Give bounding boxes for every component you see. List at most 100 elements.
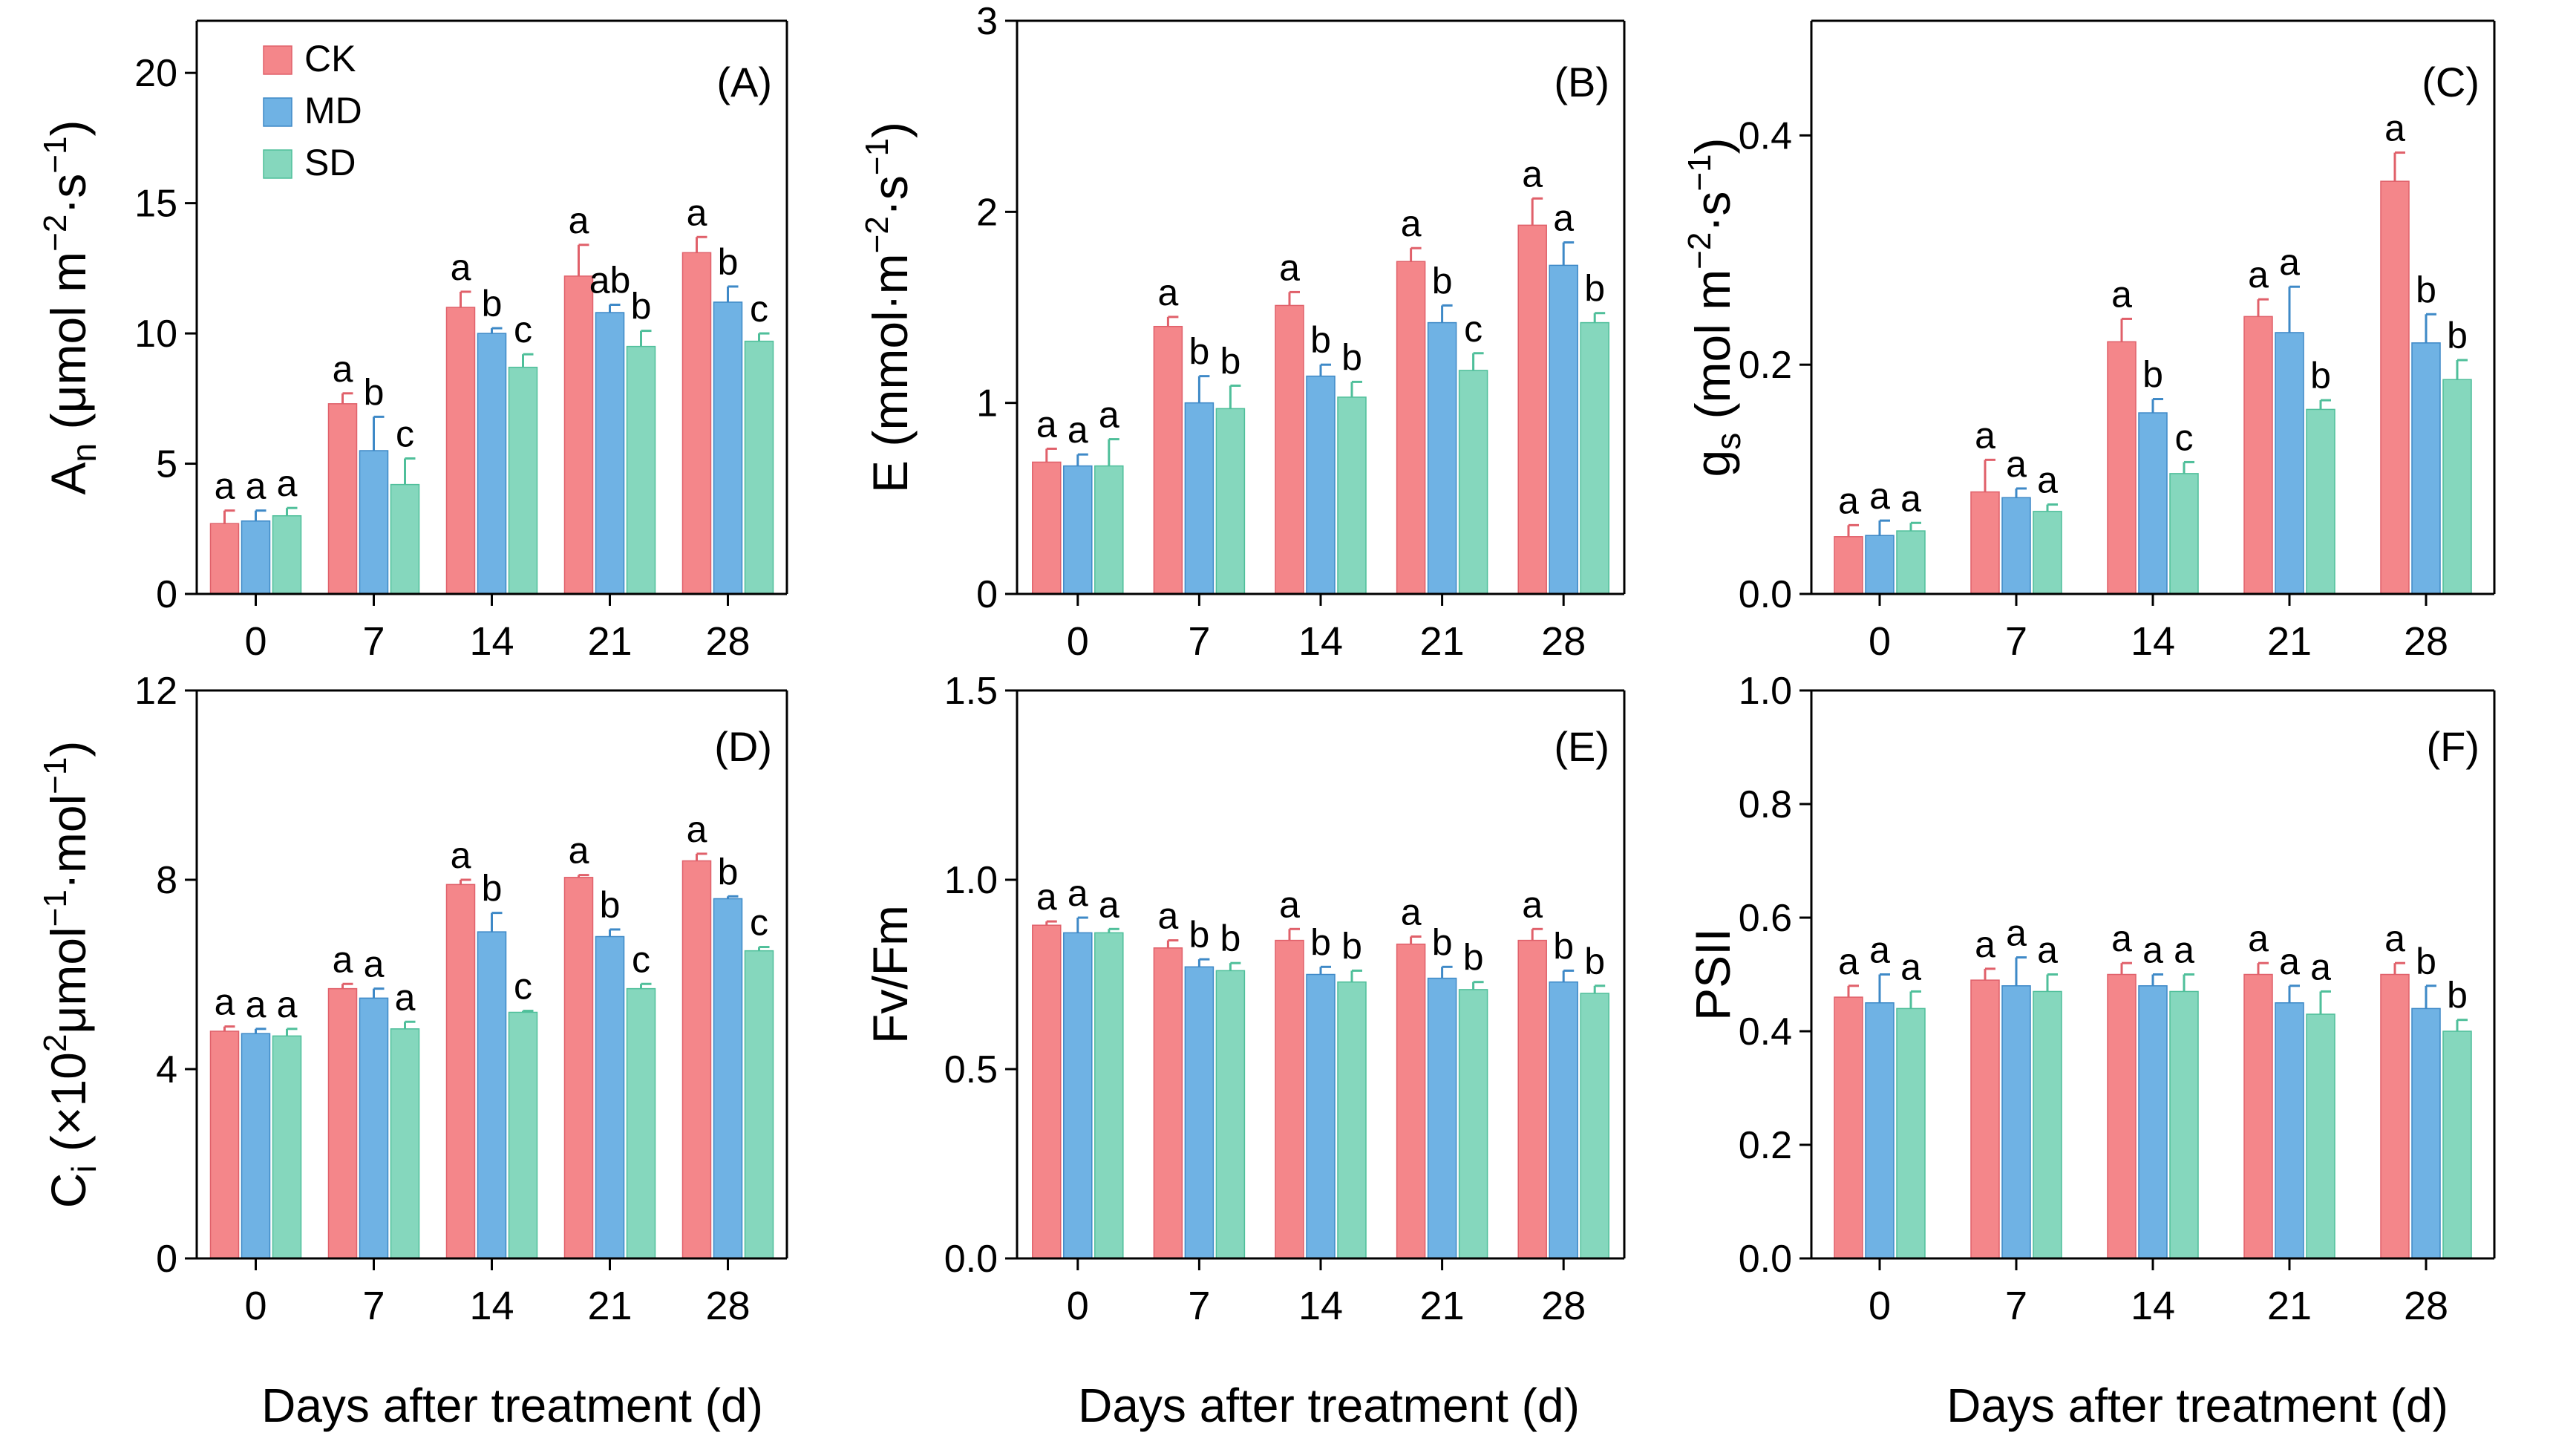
significance-letter: b (1553, 925, 1574, 967)
significance-letter: a (451, 834, 471, 876)
bar-CK-14 (445, 883, 476, 1259)
bar-MD-0 (1865, 535, 1895, 595)
bar-SD-21 (2306, 408, 2335, 595)
x-tick-label: 0 (1869, 1284, 1891, 1328)
significance-letter: a (2006, 912, 2027, 954)
bar-CK-0 (209, 1030, 240, 1259)
significance-letter: b (1189, 914, 1209, 956)
bar-CK-14 (2107, 341, 2137, 595)
significance-letter: b (718, 851, 739, 892)
significance-letter: b (631, 286, 652, 327)
significance-letter: a (451, 246, 471, 288)
bar-MD-21 (595, 935, 625, 1259)
significance-letter: b (1189, 331, 1209, 373)
significance-letter: b (2447, 315, 2468, 356)
legend-swatch-CK (263, 45, 292, 75)
significance-letter: a (1036, 876, 1057, 918)
bar-SD-21 (1458, 370, 1488, 595)
bar-SD-0 (1094, 932, 1124, 1259)
y-axis-title-part: C (41, 1173, 96, 1209)
x-tick-label: 0 (1067, 619, 1089, 664)
y-axis-title: Ci (×102μmol−1·mol−1) (37, 741, 103, 1209)
significance-letter: a (1099, 394, 1119, 436)
significance-letter: a (2279, 241, 2300, 283)
y-tick-label: 1 (976, 382, 998, 425)
y-axis-title-part: −1 (37, 137, 73, 174)
significance-letter: a (246, 984, 267, 1025)
significance-letter: a (215, 466, 235, 507)
y-axis-title-part: A (41, 462, 96, 494)
bar-SD-21 (626, 987, 656, 1259)
significance-letter: a (1869, 930, 1890, 971)
bar-SD-14 (508, 366, 538, 595)
bar-CK-28 (2380, 973, 2410, 1259)
x-tick-label: 7 (362, 1284, 385, 1328)
bar-CK-0 (1834, 536, 1863, 595)
significance-letter: a (1157, 272, 1178, 313)
significance-letter: b (2447, 975, 2468, 1016)
significance-letter: a (2111, 918, 2132, 959)
x-tick-label: 0 (1869, 619, 1891, 664)
bar-SD-0 (1896, 1007, 1926, 1259)
significance-letter: a (687, 192, 707, 233)
bar-MD-14 (2138, 985, 2168, 1259)
bar-SD-0 (272, 515, 302, 595)
bar-SD-28 (2442, 1030, 2472, 1259)
significance-letter: a (2142, 930, 2163, 971)
significance-letter: a (2037, 460, 2058, 501)
bar-MD-7 (2001, 985, 2031, 1259)
bar-SD-7 (2033, 511, 2062, 595)
significance-letter: a (1975, 924, 1995, 965)
significance-letter: a (2248, 918, 2269, 959)
bar-SD-14 (1337, 396, 1367, 595)
chart-panel-6: a a a a aa a a a ba a a ab0.00.20.40.60.81.00 7 14 21 2… (1685, 670, 2496, 1328)
x-tick-label: 7 (1188, 1284, 1210, 1328)
y-tick-label: 0 (156, 1238, 177, 1281)
bar-CK-21 (2243, 973, 2273, 1259)
y-axis-title-part: ·s (863, 175, 918, 216)
bar-MD-28 (2411, 1007, 2441, 1259)
legend-swatch-SD (263, 149, 292, 179)
x-tick-label: 14 (469, 619, 514, 664)
y-axis-title: E (mmol·m−2·s−1) (859, 122, 918, 493)
bar-SD-0 (1094, 465, 1124, 595)
significance-letter: a (1838, 941, 1859, 982)
panel-label: (F) (2426, 723, 2479, 770)
y-axis-title-part: g (1685, 450, 1740, 477)
y-axis-title-part: ) (1685, 137, 1740, 154)
x-tick-label: 0 (244, 1284, 267, 1328)
significance-letter: b (718, 241, 739, 283)
bar-CK-28 (681, 252, 712, 595)
significance-letter: b (482, 283, 503, 324)
significance-letter: a (2037, 930, 2058, 971)
x-tick-label: 7 (2005, 619, 2027, 664)
y-tick-label: 1.0 (944, 859, 998, 902)
y-axis-title: PSII (1685, 928, 1740, 1021)
bar-CK-14 (1275, 304, 1304, 595)
x-tick-label: 28 (1541, 1284, 1586, 1328)
bar-MD-14 (2138, 412, 2168, 595)
x-tick-label: 28 (2404, 1284, 2448, 1328)
significance-letter: c (396, 414, 414, 455)
bar-SD-7 (390, 483, 420, 595)
y-axis-title-part: E (863, 460, 918, 493)
y-axis-title-part: −2 (37, 215, 73, 252)
y-axis-title-part: (mol m (1685, 270, 1740, 433)
x-tick-label: 7 (1188, 619, 1210, 664)
significance-letter: a (1099, 883, 1119, 925)
significance-letter: a (1522, 153, 1543, 195)
y-axis-title-part: ) (863, 122, 918, 138)
bar-CK-14 (445, 307, 476, 595)
y-tick-label: 1.0 (1739, 670, 1792, 713)
significance-letter: b (1432, 921, 1453, 963)
bar-MD-7 (359, 450, 389, 595)
significance-letter: a (569, 830, 589, 872)
y-tick-label: 0.2 (1739, 344, 1792, 387)
y-tick-label: 0.0 (1739, 573, 1792, 616)
bar-SD-14 (508, 1011, 538, 1259)
significance-letter: a (1401, 203, 1422, 244)
